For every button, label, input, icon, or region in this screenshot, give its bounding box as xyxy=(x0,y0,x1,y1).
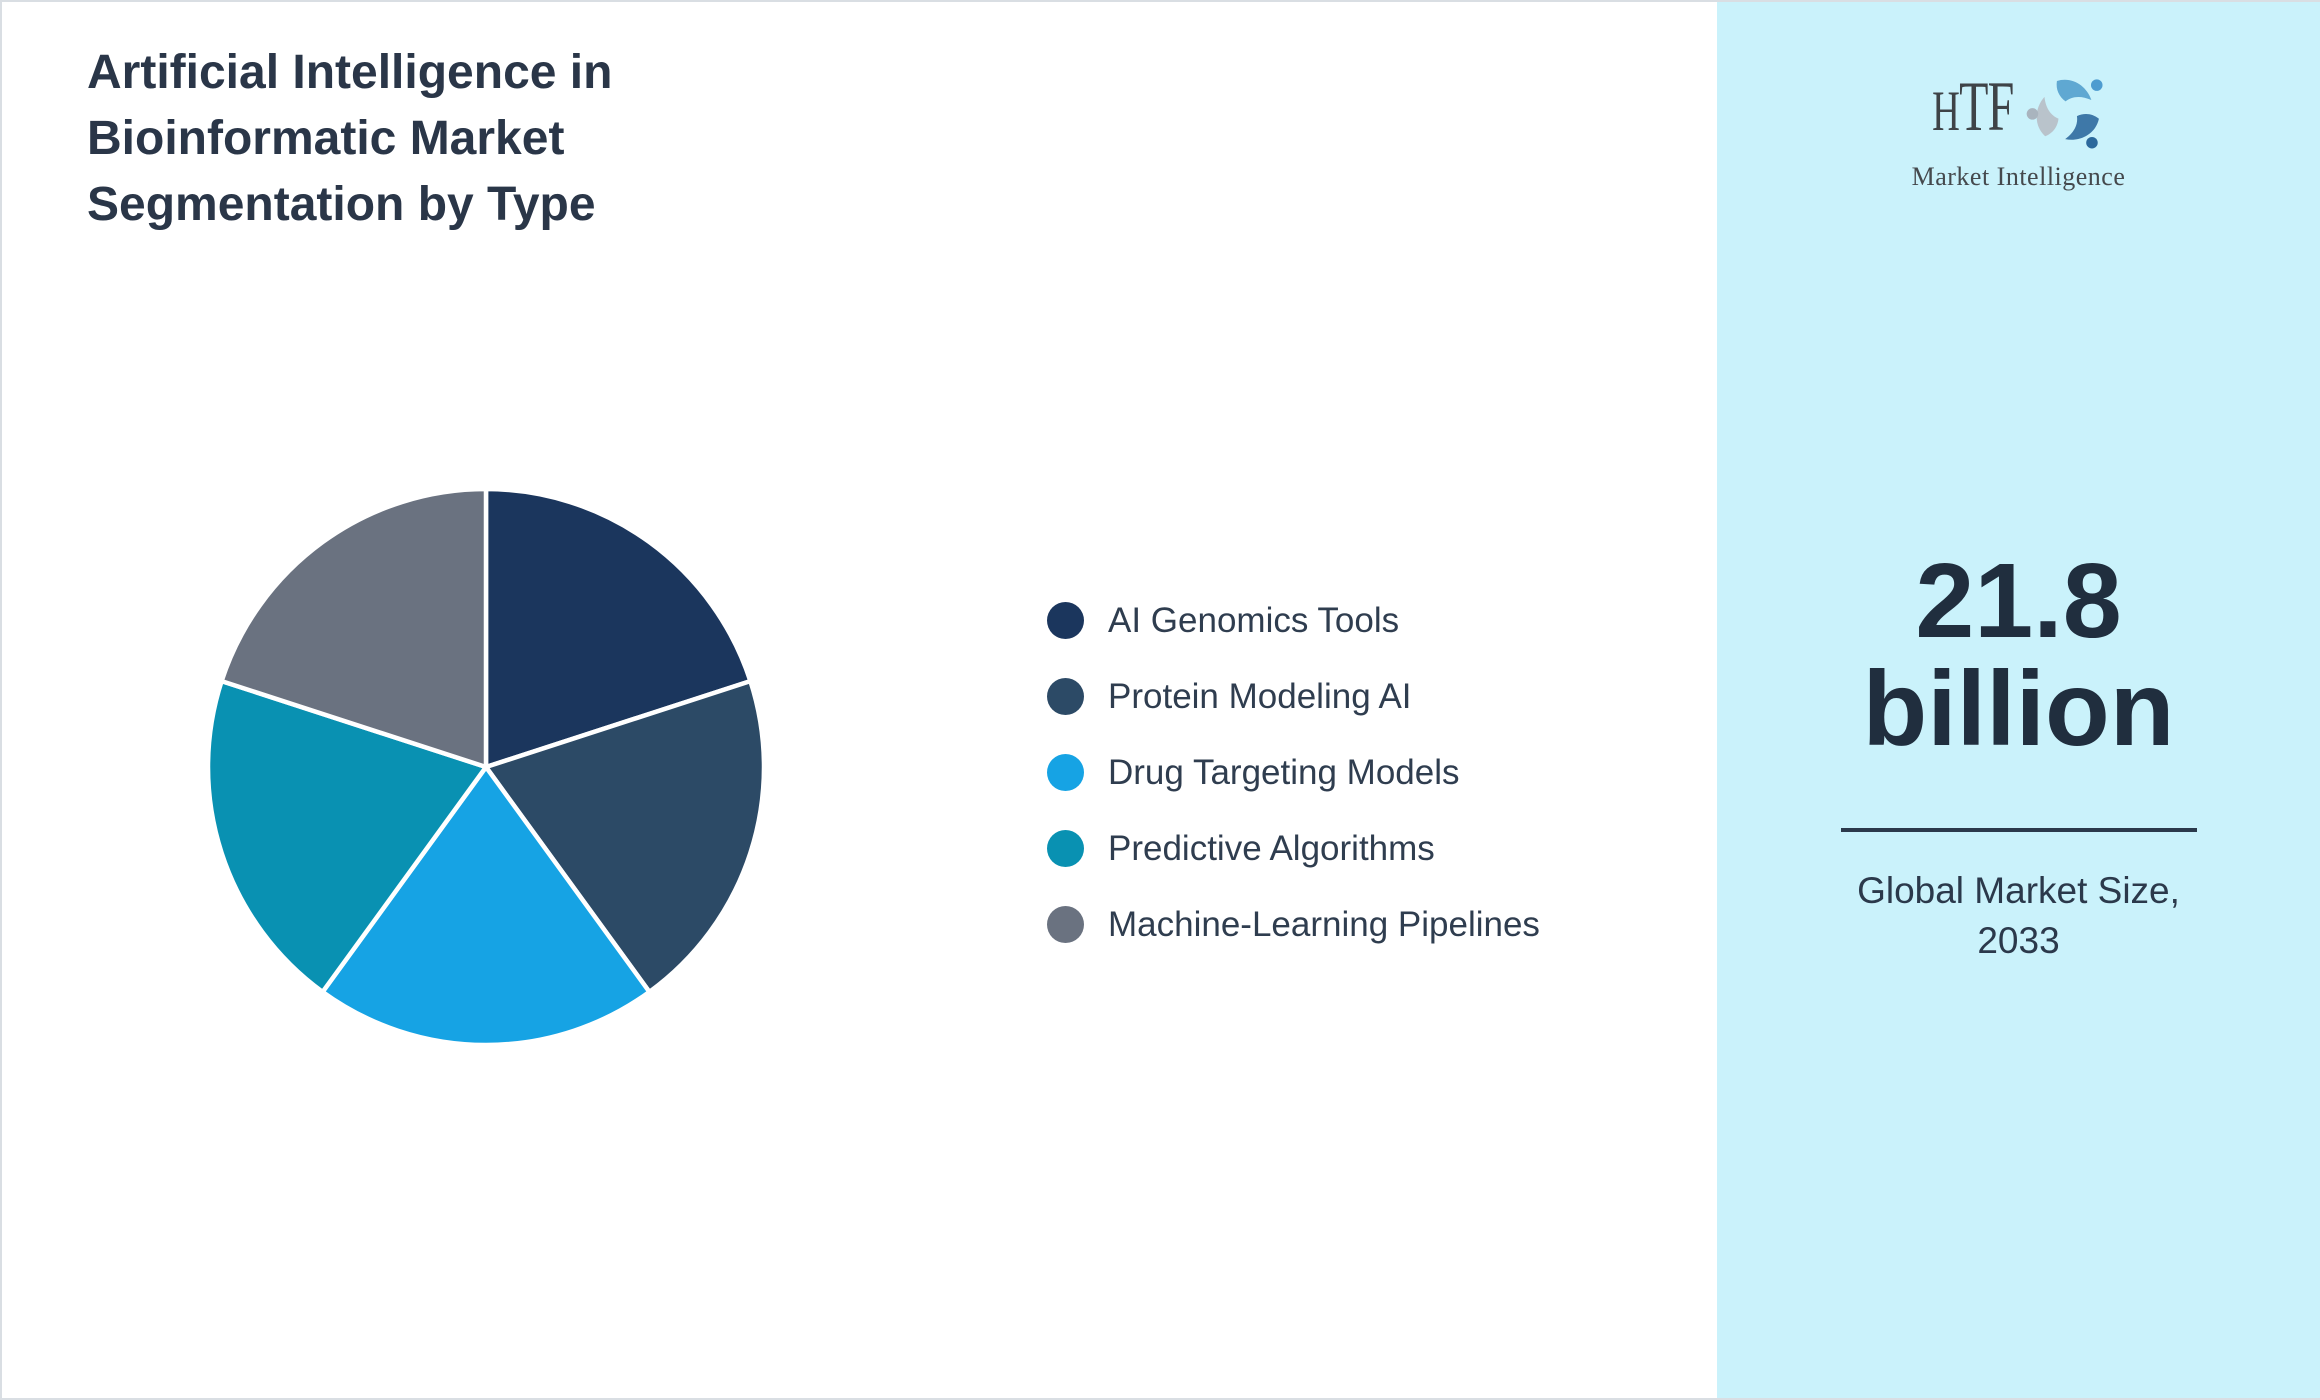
pie-slice-predictive-algorithms xyxy=(205,678,489,995)
legend-swatch xyxy=(1047,754,1084,791)
legend-item: Drug Targeting Models xyxy=(1047,752,1540,792)
legend-item: Machine-Learning Pipelines xyxy=(1047,904,1540,944)
pie-slice-ai-genomics-tools xyxy=(483,486,753,770)
htf-logo-swirl-icon xyxy=(2027,79,2103,149)
divider-line xyxy=(1840,828,2197,832)
market-size-value: 21.8 billion xyxy=(1862,542,2175,768)
page-title: Artificial Intelligence in Bioinformatic… xyxy=(87,46,613,231)
pie-chart xyxy=(205,486,767,1048)
legend: AI Genomics Tools Protein Modeling AI Drug… xyxy=(1047,600,1540,944)
legend-swatch xyxy=(1047,830,1084,867)
legend-swatch xyxy=(1047,906,1084,943)
legend-label: Drug Targeting Models xyxy=(1108,752,1460,792)
brand-tf: TF xyxy=(1958,67,2014,146)
legend-label: AI Genomics Tools xyxy=(1108,600,1400,640)
pie-slice-machine-learning-pipelines xyxy=(219,486,489,770)
legend-label: Machine-Learning Pipelines xyxy=(1108,904,1540,944)
legend-item: Predictive Algorithms xyxy=(1047,828,1540,868)
pie-slice-protein-modeling-ai xyxy=(483,678,767,995)
htf-logo-tagline: Market Intelligence xyxy=(1911,162,2126,191)
legend-swatch xyxy=(1047,602,1084,639)
legend-item: AI Genomics Tools xyxy=(1047,600,1540,640)
legend-swatch xyxy=(1047,678,1084,715)
htf-logo: HTF Market Intelligence xyxy=(1717,64,2320,192)
legend-label: Protein Modeling AI xyxy=(1108,676,1412,716)
pie-slice-drug-targeting-models xyxy=(320,764,652,1048)
htf-logo-brand-text: HTF xyxy=(1931,67,2014,146)
legend-label: Predictive Algorithms xyxy=(1108,828,1435,868)
market-size-caption: Global Market Size, 2033 xyxy=(1857,870,2180,961)
side-panel: HTF Market Intelligence 21.8 billion Glo… xyxy=(1717,2,2320,1398)
legend-item: Protein Modeling AI xyxy=(1047,676,1540,716)
